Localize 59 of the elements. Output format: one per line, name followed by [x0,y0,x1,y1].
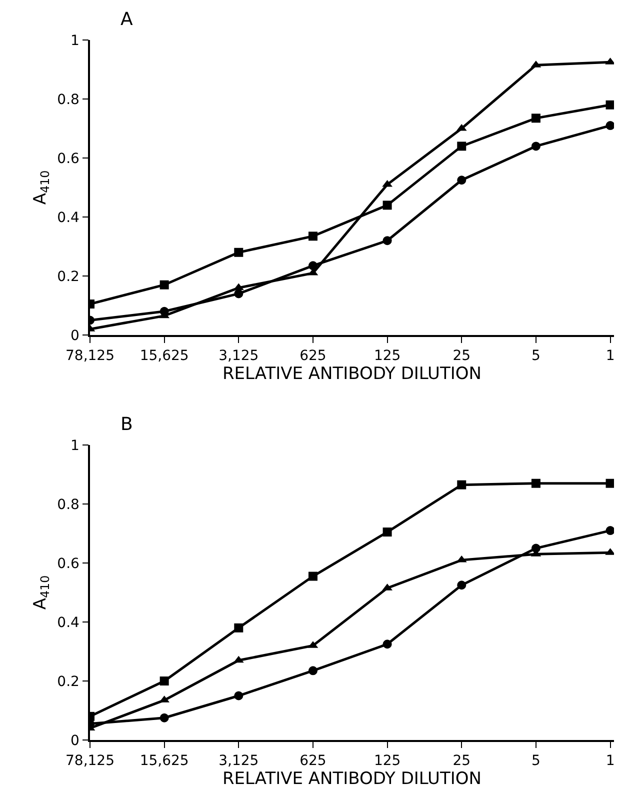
y-tick-label: 0.4 [57,210,80,226]
x-tick-label: 15,625 [140,752,189,769]
point [606,121,614,130]
point [308,572,318,581]
x-axis-title: RELATIVE ANTIBODY DILUTION [222,768,482,789]
point [234,289,244,298]
point [382,200,392,210]
point [457,480,466,490]
x-tick-label: 625 [300,752,326,769]
y-tick-label: 0.6 [57,556,80,572]
x-tick-label: 5 [532,752,540,769]
x-tick-label: 1 [606,348,615,364]
chart-title: A [120,8,134,30]
point [531,142,540,151]
point [457,580,466,590]
point [234,248,244,257]
point [308,666,318,676]
y-tick-label: 0.4 [57,614,80,631]
point [382,528,392,537]
x-tick-label: 78,125 [66,348,114,364]
y-tick-label: 0.2 [57,268,80,285]
x-tick-label: 3,125 [218,348,259,364]
x-tick-label: 625 [300,348,326,364]
point [160,280,169,290]
x-tick-label: 78,125 [66,752,114,769]
x-tick-label: 25 [452,348,471,364]
x-tick-label: 125 [374,752,401,769]
point [160,713,169,722]
point [606,526,614,536]
y-tick-label: 0 [70,328,80,344]
chart-title: B [120,414,133,435]
point [531,114,540,123]
point [234,623,244,632]
point [382,640,392,649]
x-tick-label: 15,625 [140,348,189,364]
point [531,478,540,488]
y-tick-label: 1 [70,438,80,454]
y-tick-label: 0.8 [57,92,80,108]
point [457,176,466,185]
point [234,691,244,700]
point [308,261,318,270]
x-tick-label: 125 [374,348,401,364]
y-tick-label: 1 [70,32,80,49]
point [606,478,614,488]
x-tick-label: 1 [606,752,615,769]
x-tick-label: 3,125 [218,752,259,769]
point [531,544,540,553]
point [382,236,392,246]
x-tick-label: 5 [532,348,540,364]
point [457,142,466,151]
x-tick-label: 25 [452,752,471,769]
y-tick-label: 0.2 [57,674,80,690]
y-tick-label: 0.6 [57,150,80,167]
y-tick-label: 0.8 [57,496,80,513]
y-tick-label: 0 [70,732,80,749]
point [606,100,614,110]
point [160,676,169,686]
point [308,232,318,241]
x-axis-title: RELATIVE ANTIBODY DILUTION [222,364,482,384]
